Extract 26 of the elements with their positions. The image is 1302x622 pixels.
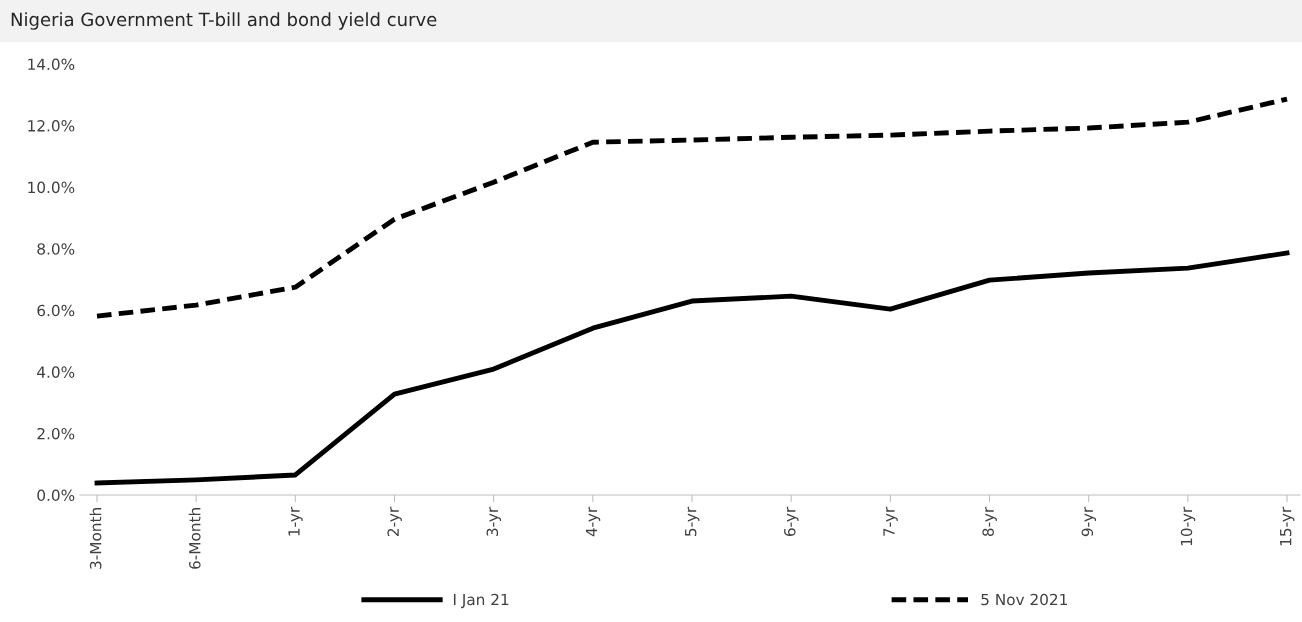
x-tick-label: 3-Month — [89, 508, 102, 569]
y-tick-label: 12.0% — [28, 120, 75, 132]
y-tick-label: 0.0% — [37, 489, 75, 502]
chart-title: Nigeria Government T-bill and bond yield curve — [11, 12, 437, 30]
x-tick-label: 9-yr — [1081, 506, 1097, 537]
legend-label: 5 Nov 2021 — [981, 593, 1067, 606]
x-tick-label: 3-yr — [486, 506, 502, 536]
y-tick-label: 6.0% — [37, 304, 75, 317]
y-tick-label: 8.0% — [37, 243, 75, 255]
x-tick-label: 15-yr — [1280, 506, 1295, 546]
x-tick-label: 2-yr — [387, 506, 402, 536]
x-tick-label: 6-Month — [188, 508, 201, 569]
x-tick-label: 8-yr — [982, 506, 997, 537]
x-tick-label: 7-yr — [883, 506, 898, 536]
x-tick-label: 10-yr — [1180, 506, 1196, 546]
x-tick-label: 1-yr — [288, 506, 303, 536]
x-tick-label: 4-yr — [585, 506, 601, 537]
x-tick-label: 6-yr — [784, 506, 799, 537]
y-tick-label: 14.0% — [28, 58, 75, 71]
line-series — [94, 96, 1290, 319]
line-series — [94, 250, 1290, 486]
y-tick-label: 2.0% — [37, 427, 75, 440]
y-tick-label: 4.0% — [37, 366, 75, 378]
legend-label: I Jan 21 — [453, 593, 509, 609]
x-tick-label: 5-yr — [685, 506, 700, 536]
y-tick-label: 10.0% — [28, 181, 75, 194]
